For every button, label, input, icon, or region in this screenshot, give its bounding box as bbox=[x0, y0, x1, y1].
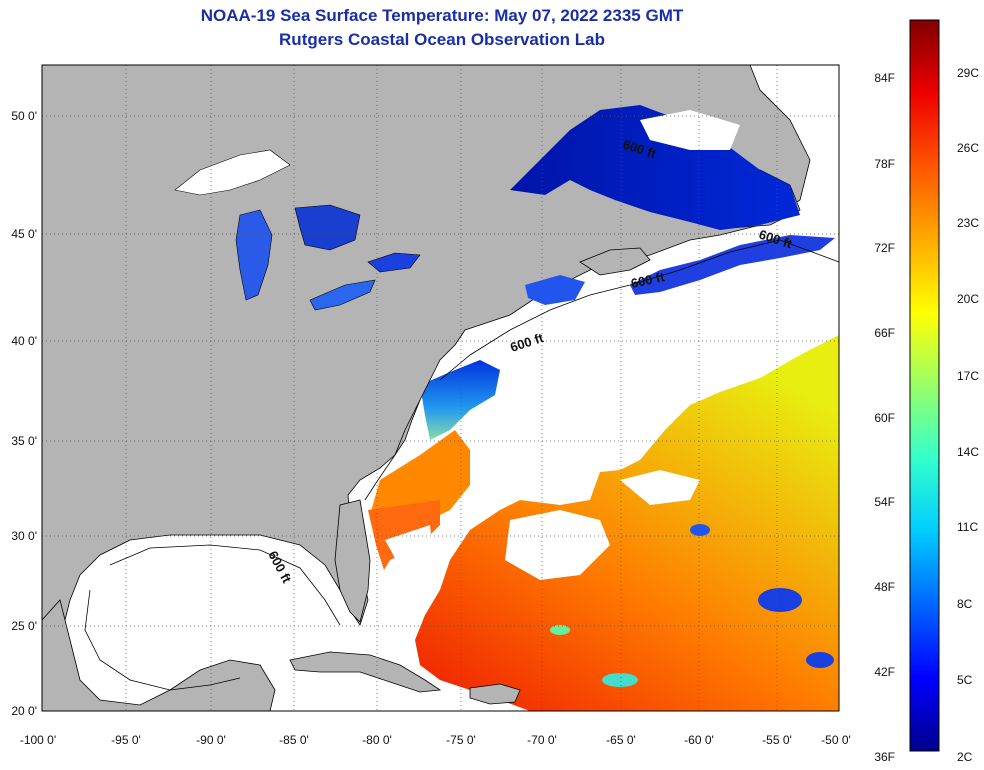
land-nova-scotia bbox=[579, 247, 651, 276]
colorbar-c-label: 8C bbox=[957, 597, 973, 611]
colorbar-f-label: 72F bbox=[874, 241, 895, 255]
lat-tick-label: 50 0' bbox=[11, 109, 37, 123]
colorbar-celsius-labels: 29C 26C 23C 20C 17C 14C 11C 8C 5C 2C bbox=[957, 66, 979, 764]
latitude-labels: 50 0' 45 0' 40 0' 35 0' 30 0' 25 0' 20 0' bbox=[11, 109, 37, 718]
cold-spot bbox=[758, 588, 802, 612]
gulf-of-mexico bbox=[80, 535, 355, 700]
lon-tick-label: -95 0' bbox=[111, 733, 141, 747]
colorbar-c-label: 11C bbox=[957, 520, 978, 534]
colorbar-c-label: 14C bbox=[957, 445, 979, 459]
colorbar-c-label: 26C bbox=[957, 141, 979, 155]
lake-huron bbox=[294, 204, 361, 251]
lake-erie bbox=[309, 279, 376, 311]
colorbar-c-label: 23C bbox=[957, 216, 979, 230]
colorbar-f-label: 54F bbox=[874, 495, 895, 509]
colorbar-f-label: 60F bbox=[874, 411, 895, 425]
lat-tick-label: 25 0' bbox=[11, 619, 37, 633]
cold-spot bbox=[690, 524, 710, 536]
colorbar-f-label: 84F bbox=[874, 71, 895, 85]
colorbar-f-label: 42F bbox=[874, 665, 895, 679]
sst-st-lawrence bbox=[510, 105, 800, 230]
colorbar-f-label: 36F bbox=[874, 750, 895, 764]
sst-warm-region bbox=[415, 335, 839, 711]
map-frame bbox=[41, 64, 840, 712]
land-cuba bbox=[289, 651, 442, 693]
lon-tick-label: -65 0' bbox=[606, 733, 636, 747]
land-north-america bbox=[42, 65, 811, 711]
colorbar-c-label: 2C bbox=[957, 750, 973, 764]
colorbar-fahrenheit-labels: 84F 78F 72F 66F 60F 54F 48F 42F 36F bbox=[874, 71, 895, 764]
colorbar-c-label: 29C bbox=[957, 66, 979, 80]
colorbar-f-label: 66F bbox=[874, 326, 895, 340]
lake-ontario bbox=[367, 252, 421, 273]
graticule bbox=[42, 65, 839, 711]
lat-tick-label: 45 0' bbox=[11, 227, 37, 241]
land-hispaniola bbox=[469, 683, 521, 705]
cloud-patch bbox=[640, 110, 740, 150]
isobath-600ft bbox=[84, 239, 840, 691]
cold-spot bbox=[602, 673, 638, 687]
sst-gulfstream bbox=[370, 430, 470, 530]
map-subtitle: Rutgers Coastal Ocean Observation Lab bbox=[279, 30, 605, 49]
contour-label: 600 ft bbox=[630, 269, 667, 291]
cold-spot bbox=[550, 625, 570, 635]
map-title: NOAA-19 Sea Surface Temperature: May 07,… bbox=[200, 6, 684, 25]
colorbar-f-label: 78F bbox=[874, 157, 895, 171]
colorbar-f-label: 48F bbox=[874, 580, 895, 594]
sst-scotian-shelf bbox=[630, 235, 835, 295]
lon-tick-label: -70 0' bbox=[527, 733, 557, 747]
lake-michigan bbox=[235, 209, 273, 301]
longitude-labels: -100 0' -95 0' -90 0' -85 0' -80 0' -75 0' -70… bbox=[20, 733, 851, 747]
sst-gulf-maine bbox=[525, 275, 585, 305]
colorbar-c-label: 17C bbox=[957, 369, 979, 383]
cloud-patch bbox=[385, 525, 432, 558]
lon-tick-label: -50 0' bbox=[821, 733, 851, 747]
lat-tick-label: 35 0' bbox=[11, 434, 37, 448]
colorbar-c-label: 5C bbox=[957, 673, 973, 687]
lon-tick-label: -60 0' bbox=[684, 733, 714, 747]
colorbar-c-label: 20C bbox=[957, 292, 979, 306]
lon-tick-label: -80 0' bbox=[362, 733, 392, 747]
cloud-patch bbox=[505, 510, 610, 580]
cold-spot bbox=[806, 652, 834, 668]
lon-tick-label: -100 0' bbox=[20, 733, 56, 747]
lon-tick-label: -90 0' bbox=[196, 733, 226, 747]
lat-tick-label: 30 0' bbox=[11, 529, 37, 543]
colorbar-scale bbox=[909, 19, 940, 752]
cloud-patch bbox=[620, 470, 700, 505]
lat-tick-label: 40 0' bbox=[11, 334, 37, 348]
lon-tick-label: -55 0' bbox=[762, 733, 792, 747]
lat-tick-label: 20 0' bbox=[11, 704, 37, 718]
lake-superior bbox=[174, 149, 291, 196]
lon-tick-label: -85 0' bbox=[279, 733, 309, 747]
lon-tick-label: -75 0' bbox=[446, 733, 476, 747]
land-florida bbox=[334, 499, 371, 623]
